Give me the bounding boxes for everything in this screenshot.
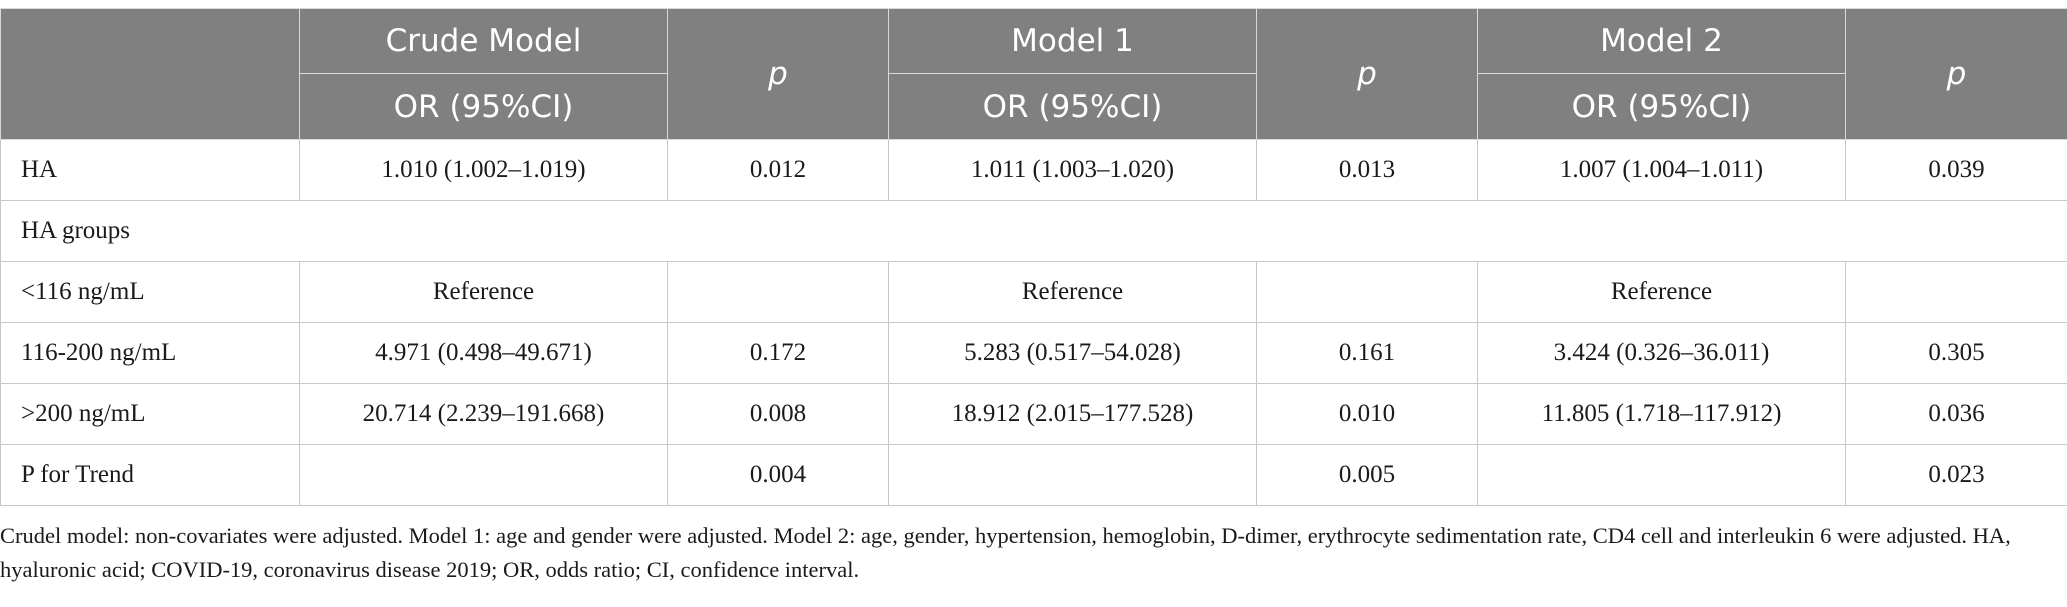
crude-or-cell: 1.010 (1.002–1.019)	[299, 139, 668, 201]
model2-p-cell	[1845, 261, 2067, 323]
row-label: <116 ng/mL	[0, 261, 300, 323]
header-p-model2: p	[1845, 8, 2067, 140]
table-row: >200 ng/mL 20.714 (2.239–191.668) 0.008 …	[0, 383, 2067, 445]
header-p-model1: p	[1256, 8, 1478, 140]
model2-p-cell: 0.305	[1845, 322, 2067, 384]
header-or-ci-model2: OR (95%CI)	[1477, 73, 1846, 140]
results-table-container: Crude Model p Model 1 p Model 2 p OR (95…	[0, 8, 2067, 506]
model1-or-cell: 1.011 (1.003–1.020)	[888, 139, 1257, 201]
table-header: Crude Model p Model 1 p Model 2 p OR (95…	[0, 8, 2067, 140]
model1-p-cell: 0.013	[1256, 139, 1478, 201]
model2-or-cell: 3.424 (0.326–36.011)	[1477, 322, 1846, 384]
row-label: 116-200 ng/mL	[0, 322, 300, 384]
group-label: HA groups	[0, 200, 2067, 262]
table-row: P for Trend 0.004 0.005 0.023	[0, 444, 2067, 506]
header-model2: Model 2	[1477, 8, 1846, 74]
row-label: >200 ng/mL	[0, 383, 300, 445]
crude-p-cell: 0.008	[667, 383, 889, 445]
model1-or-cell	[888, 444, 1257, 506]
row-label: P for Trend	[0, 444, 300, 506]
model2-or-cell: 11.805 (1.718–117.912)	[1477, 383, 1846, 445]
model1-p-cell	[1256, 261, 1478, 323]
model1-or-cell: Reference	[888, 261, 1257, 323]
odds-ratio-table: Crude Model p Model 1 p Model 2 p OR (95…	[0, 8, 2067, 506]
model2-or-cell: 1.007 (1.004–1.011)	[1477, 139, 1846, 201]
model1-or-cell: 5.283 (0.517–54.028)	[888, 322, 1257, 384]
model1-p-cell: 0.161	[1256, 322, 1478, 384]
row-label: HA	[0, 139, 300, 201]
crude-or-cell	[299, 444, 668, 506]
table-row: <116 ng/mL Reference Reference Reference	[0, 261, 2067, 323]
crude-p-cell: 0.012	[667, 139, 889, 201]
header-empty-cell	[0, 8, 300, 140]
header-or-ci-model1: OR (95%CI)	[888, 73, 1257, 140]
table-row: HA 1.010 (1.002–1.019) 0.012 1.011 (1.00…	[0, 139, 2067, 201]
crude-p-cell	[667, 261, 889, 323]
model1-p-cell: 0.005	[1256, 444, 1478, 506]
crude-p-cell: 0.004	[667, 444, 889, 506]
crude-or-cell: 20.714 (2.239–191.668)	[299, 383, 668, 445]
model2-p-cell: 0.036	[1845, 383, 2067, 445]
table-row-group-heading: HA groups	[0, 200, 2067, 262]
crude-or-cell: 4.971 (0.498–49.671)	[299, 322, 668, 384]
crude-or-cell: Reference	[299, 261, 668, 323]
model1-or-cell: 18.912 (2.015–177.528)	[888, 383, 1257, 445]
header-crude-model: Crude Model	[299, 8, 668, 74]
model2-p-cell: 0.023	[1845, 444, 2067, 506]
model2-or-cell: Reference	[1477, 261, 1846, 323]
model1-p-cell: 0.010	[1256, 383, 1478, 445]
table-row: 116-200 ng/mL 4.971 (0.498–49.671) 0.172…	[0, 322, 2067, 384]
model2-p-cell: 0.039	[1845, 139, 2067, 201]
crude-p-cell: 0.172	[667, 322, 889, 384]
header-or-ci-crude: OR (95%CI)	[299, 73, 668, 140]
model2-or-cell	[1477, 444, 1846, 506]
header-model1: Model 1	[888, 8, 1257, 74]
table-footnote: Crudel model: non-covariates were adjust…	[0, 523, 2011, 582]
header-p-crude: p	[667, 8, 889, 140]
table-body: HA 1.010 (1.002–1.019) 0.012 1.011 (1.00…	[0, 139, 2067, 506]
